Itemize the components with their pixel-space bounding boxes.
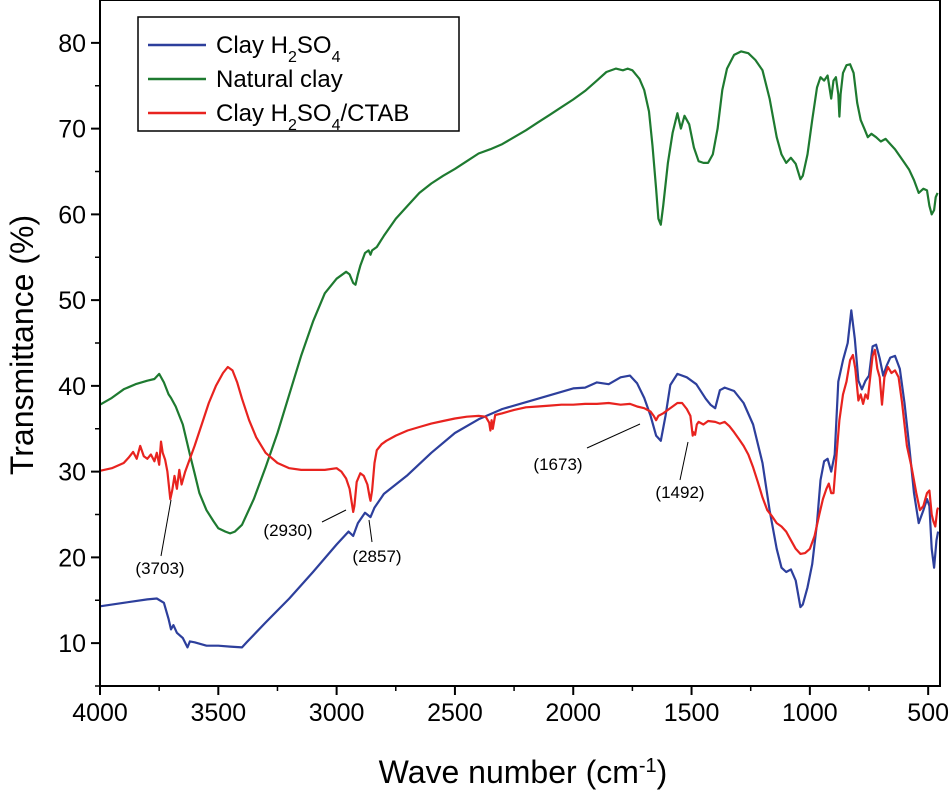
peak-annotation: (1492) <box>655 483 704 502</box>
legend-label-part: Clay H <box>216 32 288 59</box>
legend-label-1: Natural clay <box>216 66 343 93</box>
y-tick-label: 60 <box>58 201 86 229</box>
annotation-leader <box>160 499 172 557</box>
legend-label-part: SO <box>297 100 332 127</box>
y-tick-label: 40 <box>58 373 86 401</box>
series-line-2 <box>99 348 940 555</box>
x-axis-title: Wave number (cm-1) <box>379 754 668 790</box>
legend-label-part: Clay H <box>216 100 288 127</box>
y-tick-label: 20 <box>58 544 86 572</box>
peak-annotation: (1673) <box>533 455 582 474</box>
x-axis-title-end: ) <box>657 754 668 790</box>
x-tick-label: 1500 <box>664 699 720 727</box>
legend-label-part: 2 <box>288 117 297 134</box>
y-tick-label: 50 <box>58 287 86 315</box>
legend-label-part: 4 <box>332 49 341 66</box>
peak-annotation: (3703) <box>135 559 184 578</box>
y-axis-title: Transmittance (%) <box>4 215 40 475</box>
legend-label-part: SO <box>297 32 332 59</box>
y-tick-label: 30 <box>58 459 86 487</box>
y-tick-label: 70 <box>58 116 86 144</box>
legend-label-2: Clay H2SO4/CTAB <box>216 100 409 134</box>
series-line-0 <box>99 309 940 649</box>
y-tick-label: 10 <box>58 630 86 658</box>
x-axis-title-main: Wave number (cm <box>379 754 639 790</box>
peak-annotation: (2930) <box>263 521 312 540</box>
x-tick-label: 2500 <box>427 699 483 727</box>
series-line-1 <box>99 50 939 535</box>
axis-layer: 4000 3500 3000 2500 2000 1500 1000 500 10 20 30 40 5… <box>58 30 949 727</box>
y-tick-label: 80 <box>58 30 86 58</box>
x-tick-label: 4000 <box>72 699 128 727</box>
x-axis-title-superscript: -1 <box>639 755 657 777</box>
x-tick-label: 1000 <box>782 699 838 727</box>
annotation-leader <box>586 423 641 449</box>
legend-label-0: Clay H2SO4 <box>216 32 341 66</box>
annotation-leader <box>368 519 373 543</box>
x-tick-label: 3000 <box>309 699 365 727</box>
annotation-layer: (3703) (2930) (2857) (1673) (1492) <box>135 423 705 578</box>
legend-label-part: 2 <box>288 49 297 66</box>
annotation-leader <box>679 441 689 481</box>
peak-annotation: (2857) <box>352 547 401 566</box>
x-tick-label: 2000 <box>545 699 601 727</box>
x-tick-label: 3500 <box>190 699 246 727</box>
annotation-leader <box>321 509 347 523</box>
legend-label-part: Natural clay <box>216 66 343 93</box>
legend-label-part: 4 <box>332 117 341 134</box>
legend-label-part: /CTAB <box>341 100 410 127</box>
x-tick-label: 500 <box>907 699 949 727</box>
series-layer <box>99 50 940 649</box>
